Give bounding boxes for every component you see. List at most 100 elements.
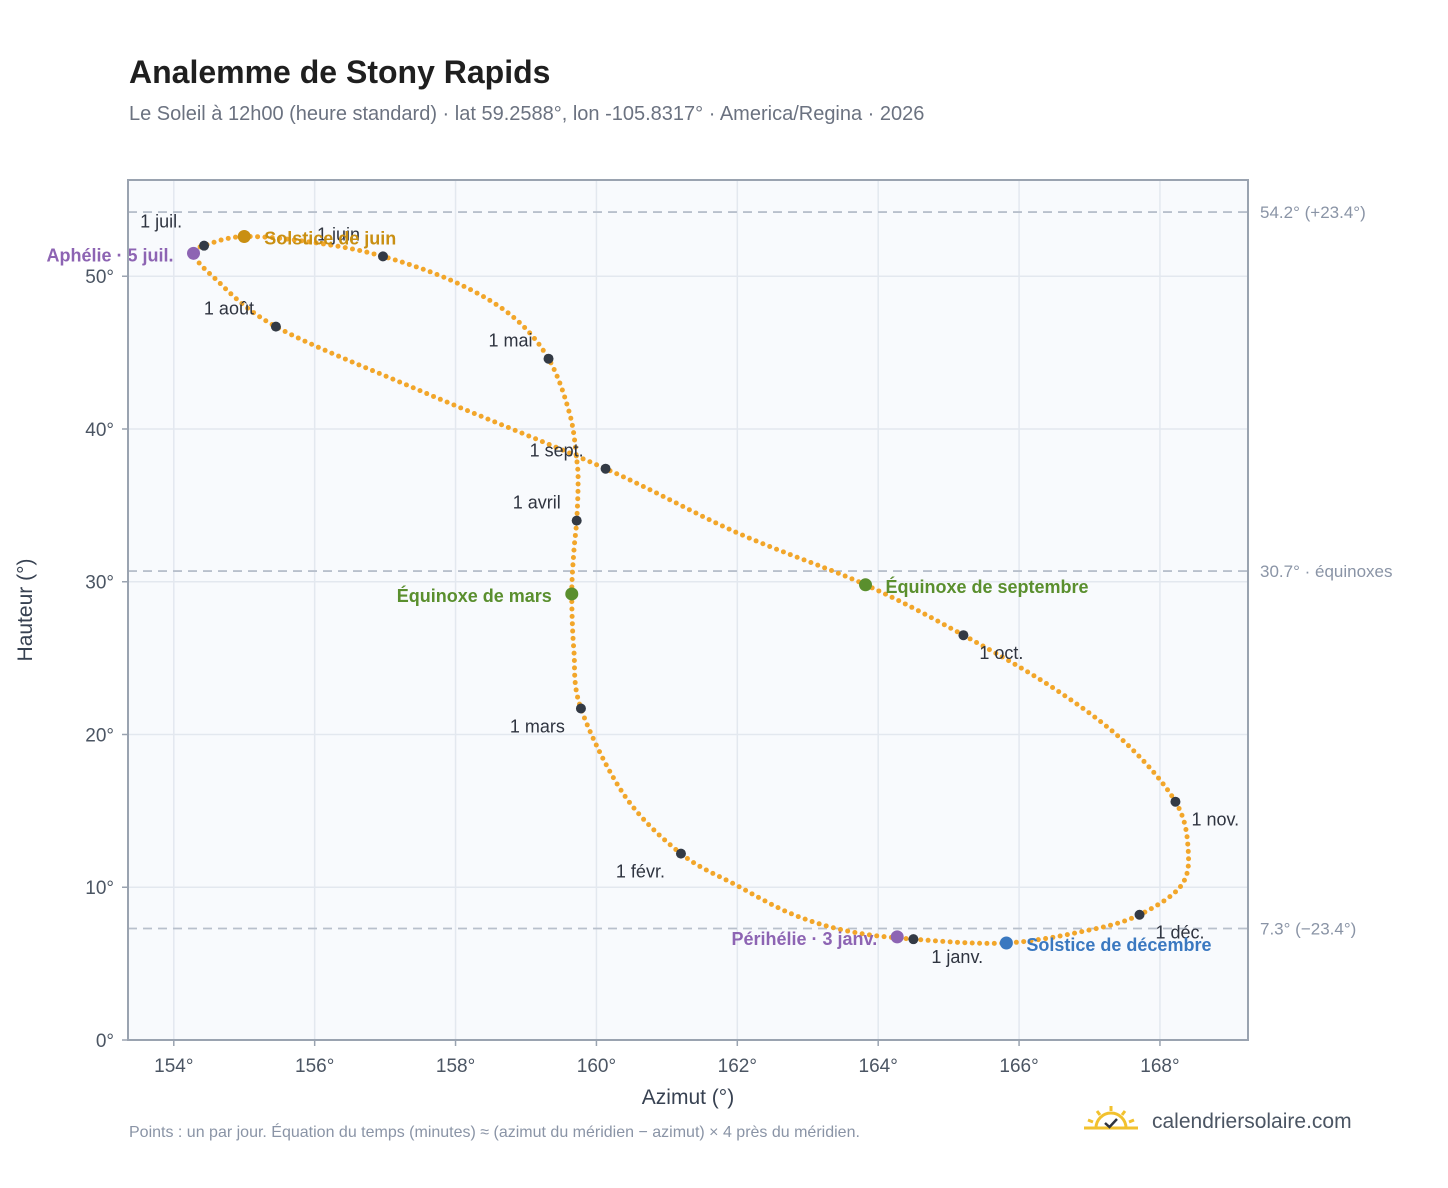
day-dot <box>881 934 887 940</box>
reference-line-label: 54.2° (+23.4°) <box>1260 203 1366 222</box>
day-dot <box>1185 863 1191 869</box>
day-dot <box>493 301 499 307</box>
day-dot <box>277 235 283 241</box>
day-dot <box>492 419 498 425</box>
day-dot <box>852 930 858 936</box>
day-dot <box>505 425 511 431</box>
reference-line-label: 7.3° (−23.4°) <box>1260 919 1356 938</box>
day-dot <box>471 410 477 416</box>
footer-note: Points : un par jour. Équation du temps … <box>129 1124 860 1141</box>
day-dot <box>686 507 692 513</box>
day-dot <box>954 629 960 635</box>
day-dot <box>1080 705 1086 711</box>
x-tick-label: 166° <box>999 1056 1038 1077</box>
brand[interactable]: calendriersolaire.com <box>1084 1104 1352 1139</box>
day-dot <box>313 240 319 246</box>
day-dot <box>774 546 780 552</box>
day-dot <box>1160 781 1166 787</box>
day-dot <box>217 281 223 287</box>
day-dot <box>794 554 800 560</box>
day-dot <box>915 608 921 614</box>
day-dot <box>397 379 403 385</box>
day-dot <box>1176 806 1182 812</box>
day-dot <box>441 274 447 280</box>
day-dot <box>1122 918 1128 924</box>
day-dot <box>569 613 575 619</box>
day-dot <box>519 430 525 436</box>
day-dot <box>458 405 464 411</box>
day-dot <box>1028 938 1034 944</box>
day-dot <box>614 781 620 787</box>
day-dot <box>228 291 234 297</box>
day-dot <box>570 635 576 641</box>
day-dot <box>383 373 389 379</box>
day-dot <box>1025 669 1031 675</box>
day-dot <box>700 513 706 519</box>
day-dot <box>636 811 642 817</box>
day-dot <box>225 235 231 241</box>
day-dot <box>1012 661 1018 667</box>
day-dot <box>575 496 581 502</box>
month-label: 1 janv. <box>931 947 983 967</box>
analemma-curve <box>191 233 1192 946</box>
event-marker <box>890 930 904 944</box>
day-dot <box>468 287 474 293</box>
day-dot <box>627 477 633 483</box>
day-dot <box>349 359 355 365</box>
plot-frame <box>127 179 1249 1041</box>
reference-lines: 54.2° (+23.4°) 30.7° · équinoxes 7.3° (−23… <box>128 203 1393 938</box>
sun-check-icon <box>1084 1104 1138 1139</box>
day-dot <box>842 573 848 579</box>
day-dot <box>505 310 511 316</box>
day-dot <box>656 832 662 838</box>
day-dot <box>587 459 593 465</box>
day-dot <box>984 940 990 946</box>
day-dot <box>580 456 586 462</box>
day-dot <box>1021 939 1027 945</box>
day-dot <box>478 413 484 419</box>
day-dot <box>299 238 305 244</box>
day-dot <box>1086 710 1092 716</box>
day-dot <box>1120 738 1126 744</box>
day-dot <box>641 816 647 822</box>
day-dot <box>363 365 369 371</box>
day-dot <box>571 547 577 553</box>
day-dot <box>1086 927 1092 933</box>
day-dot <box>816 921 822 927</box>
day-dot <box>424 391 430 397</box>
month-marker <box>575 703 586 714</box>
day-dot <box>573 687 579 693</box>
day-dot <box>1172 889 1178 895</box>
day-dot <box>302 338 308 344</box>
day-dot <box>262 234 268 240</box>
day-dot <box>622 793 628 799</box>
month-marker <box>199 240 210 251</box>
day-dot <box>662 837 668 843</box>
day-dot <box>480 294 486 300</box>
day-dot <box>437 396 443 402</box>
day-dot <box>801 557 807 563</box>
day-dot <box>922 611 928 617</box>
day-dot <box>1165 787 1171 793</box>
day-dot <box>512 427 518 433</box>
day-dot <box>716 874 722 880</box>
x-tick-label: 154° <box>154 1056 193 1077</box>
day-dot <box>740 532 746 538</box>
day-dot <box>1185 841 1191 847</box>
day-dot <box>406 261 412 267</box>
day-dot <box>1043 936 1049 942</box>
month-marker <box>958 630 969 641</box>
day-dot <box>571 650 577 656</box>
day-dot <box>993 650 999 656</box>
day-dot <box>845 928 851 934</box>
day-dot <box>390 376 396 382</box>
day-dot <box>593 742 599 748</box>
day-dot <box>736 884 742 890</box>
day-dot <box>1062 693 1068 699</box>
event-markers: Solstice de juin Solstice de décembre Équi… <box>46 229 1211 955</box>
day-dot <box>749 891 755 897</box>
day-dot <box>572 680 578 686</box>
y-tick-label: 30° <box>85 573 114 594</box>
y-tick-label: 40° <box>85 420 114 441</box>
